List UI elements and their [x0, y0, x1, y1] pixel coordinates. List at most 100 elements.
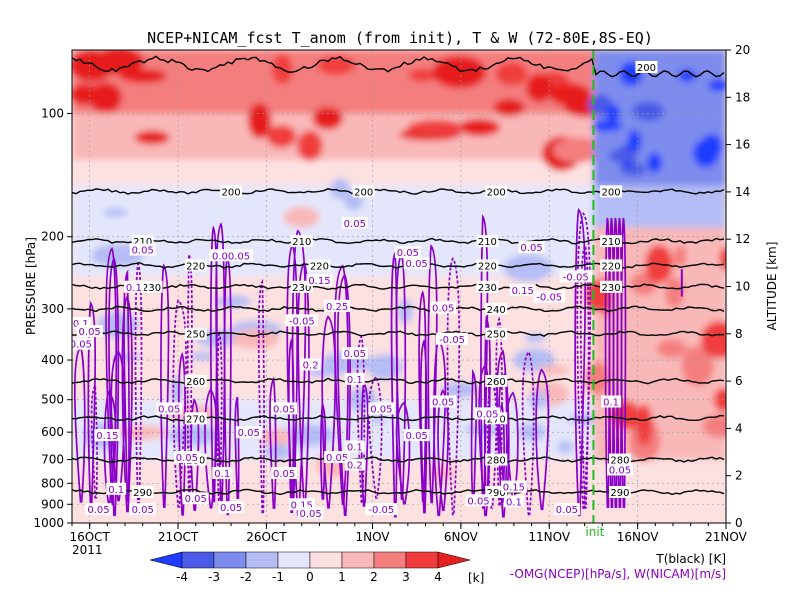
w-label: 0.05	[432, 397, 454, 408]
isotherm-label-bg	[608, 453, 631, 466]
w-contour	[334, 264, 349, 506]
w-contour	[437, 389, 449, 512]
w-contour	[123, 269, 130, 503]
altitude-tick-label: 16	[735, 138, 750, 152]
w-label: -0.05	[439, 335, 465, 346]
w-contour	[234, 396, 240, 500]
w-label-bg	[430, 395, 457, 408]
colorbar-unit: [k]	[468, 571, 484, 585]
colorbar-swatch	[341, 551, 375, 569]
warm-blob	[681, 345, 714, 386]
w-contour	[177, 351, 187, 516]
w-label-bg	[76, 325, 103, 338]
isotherm-label: 250	[487, 330, 506, 341]
pressure-axis: 100 200 300 400 500 600 700 800 900 1000	[33, 106, 72, 530]
cold-blob	[708, 79, 726, 92]
warm-blob	[585, 361, 610, 396]
w-contour	[576, 212, 592, 509]
w-label-bg	[85, 503, 112, 516]
isotherm-label: 230	[602, 283, 621, 294]
field-patch	[189, 351, 216, 361]
w-label: 0.05	[556, 505, 578, 516]
isotherm-label: 200	[354, 187, 373, 198]
warm-blob	[495, 61, 528, 86]
time-tick-label: 21OCT	[158, 530, 199, 544]
altitude-tick-label: 10	[735, 280, 750, 294]
colorbar-swatch	[149, 551, 183, 569]
w-label: 0.05	[132, 505, 154, 516]
warm-blob	[713, 387, 726, 412]
chart-title: NCEP+NICAM_fcst T_anom (from init), T & …	[147, 29, 653, 47]
w-label: 0.1	[108, 485, 124, 496]
w-contour	[121, 295, 133, 513]
isotherm-label: 230	[142, 283, 161, 294]
isotherm-label-bg	[184, 374, 207, 387]
isotherm-label: 290	[610, 488, 629, 499]
w-label: -0.05	[563, 272, 589, 283]
warm-blob	[700, 320, 726, 359]
colorbar-swatch	[405, 551, 439, 569]
w-label-bg	[559, 270, 592, 283]
w-label-bg	[271, 402, 298, 415]
isotherm-label-bg	[600, 259, 623, 272]
isotherm-line	[72, 305, 725, 313]
w-label-bg	[430, 301, 457, 314]
w-label: 0.1	[73, 319, 89, 330]
isotherm-label-bg	[600, 280, 623, 293]
legend-vertical-velocity: -OMG(NCEP)[hPa/s], W(NICAM)[m/s]	[510, 567, 726, 581]
isotherm-label-bg	[184, 327, 207, 340]
w-label: 0.05	[609, 465, 631, 476]
w-label: 0.05	[273, 404, 295, 415]
altitude-tick-label: 2	[735, 469, 743, 483]
isotherm-label-bg	[308, 259, 331, 272]
isotherm-label-bg	[131, 485, 154, 498]
w-label-bg	[106, 482, 127, 495]
colorbar-swatch	[245, 551, 279, 569]
isotherm-label-bg	[485, 185, 508, 198]
w-contour	[395, 401, 411, 505]
w-contour	[87, 300, 97, 507]
w-label-bg	[129, 243, 156, 256]
w-label-bg	[218, 501, 245, 514]
w-label: 0.05	[299, 509, 321, 520]
w-label: 0.05	[467, 496, 489, 507]
altitude-axis-title: ALTITUDE [km]	[765, 242, 779, 331]
field-patch	[503, 254, 553, 283]
w-contour	[291, 229, 307, 517]
isotherm-label-bg	[485, 374, 508, 387]
altitude-axis: 0 2 4 6 8 10 12 14 16 18 20	[726, 43, 750, 530]
warm-blob	[247, 102, 272, 139]
w-label-bg	[474, 407, 501, 420]
w-label-bg	[606, 463, 633, 476]
field-patch	[538, 364, 570, 375]
warm-blob	[656, 339, 687, 359]
colorbar-tick-label: -1	[272, 570, 284, 584]
isotherm-label: 210	[478, 237, 497, 248]
w-contour	[321, 315, 337, 509]
colorbar-tick-label: 3	[402, 570, 410, 584]
w-label: 0.05	[87, 505, 109, 516]
warm-blob	[266, 124, 297, 148]
pressure-tick-label: 800	[41, 476, 64, 490]
isotherm-label: 240	[487, 305, 506, 316]
legend-temperature: T(black) [K]	[655, 552, 726, 566]
w-label-bg	[518, 241, 545, 254]
altitude-tick-label: 0	[735, 516, 743, 530]
warm-blob	[702, 414, 726, 438]
w-contour	[574, 208, 586, 517]
colorbar-tick-label: 1	[338, 570, 346, 584]
w-label: 0.05	[344, 349, 366, 360]
w-label: 0.05	[273, 469, 295, 480]
time-tick-label: 11NOV	[528, 530, 570, 544]
w-label: -0.05	[536, 293, 562, 304]
w-label: 0.05	[158, 404, 180, 415]
w-label-bg	[129, 503, 156, 516]
isotherm-label: 230	[292, 283, 311, 294]
pressure-tick-label: 900	[41, 497, 64, 511]
time-tick-label: 16NOV	[617, 530, 659, 544]
w-label-bg	[341, 347, 368, 360]
colorbar-swatch	[181, 551, 215, 569]
pressure-tick-label: 200	[41, 230, 64, 244]
w-label-bg	[436, 332, 469, 345]
